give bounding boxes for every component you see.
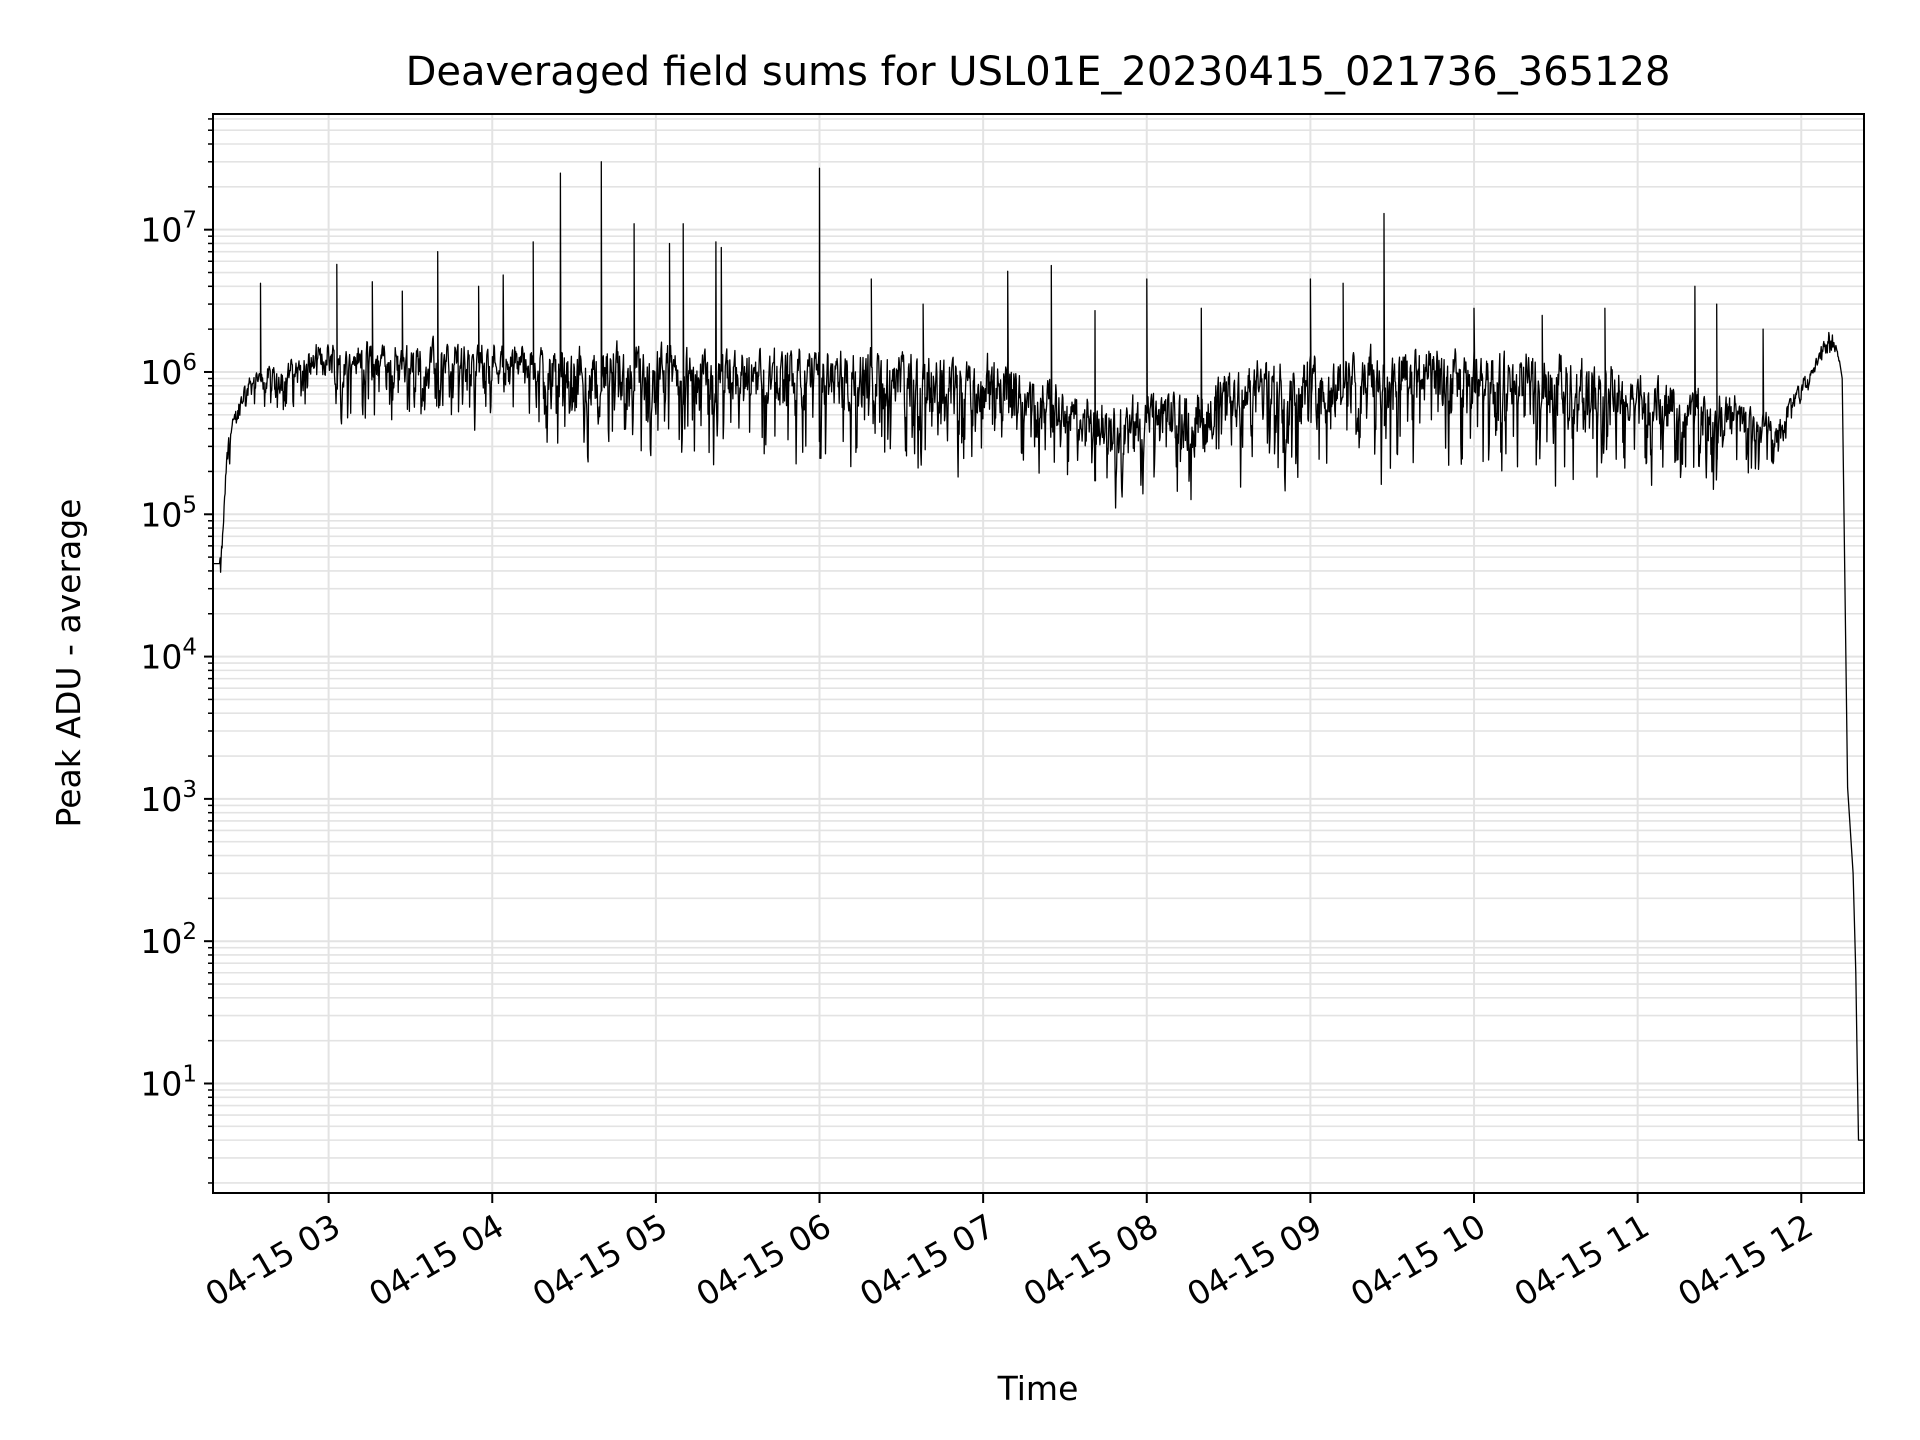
y-tick-label: 102 [140,919,197,961]
y-tick-exponent: 7 [182,208,197,234]
y-tick-base: 10 [140,780,182,819]
y-tick-label: 103 [140,777,197,819]
y-tick-exponent: 6 [182,350,197,376]
x-axis-label: Time [997,1369,1079,1408]
y-tick-base: 10 [140,1064,182,1103]
y-tick-exponent: 3 [182,777,197,803]
grid-layer [213,114,1864,1193]
y-tick-label: 106 [140,350,197,392]
data-layer [212,161,1864,1193]
y-tick-label: 107 [140,208,197,250]
y-tick-label: 104 [140,635,197,677]
chart-title: Deaveraged field sums for USL01E_2023041… [406,49,1671,95]
y-tick-label: 101 [140,1061,197,1103]
y-tick-base: 10 [140,495,182,534]
y-tick-base: 10 [140,353,182,392]
y-tick-exponent: 4 [182,635,197,661]
y-tick-label: 105 [140,492,197,534]
y-axis-label: Peak ADU - average [49,499,88,828]
y-tick-exponent: 1 [182,1061,197,1087]
y-tick-base: 10 [140,638,182,677]
y-tick-exponent: 5 [182,492,197,518]
series-line [212,161,1864,1193]
y-tick-exponent: 2 [182,919,197,945]
plot-frame [212,113,1865,1194]
y-tick-base: 10 [140,922,182,961]
y-tick-base: 10 [140,211,182,250]
